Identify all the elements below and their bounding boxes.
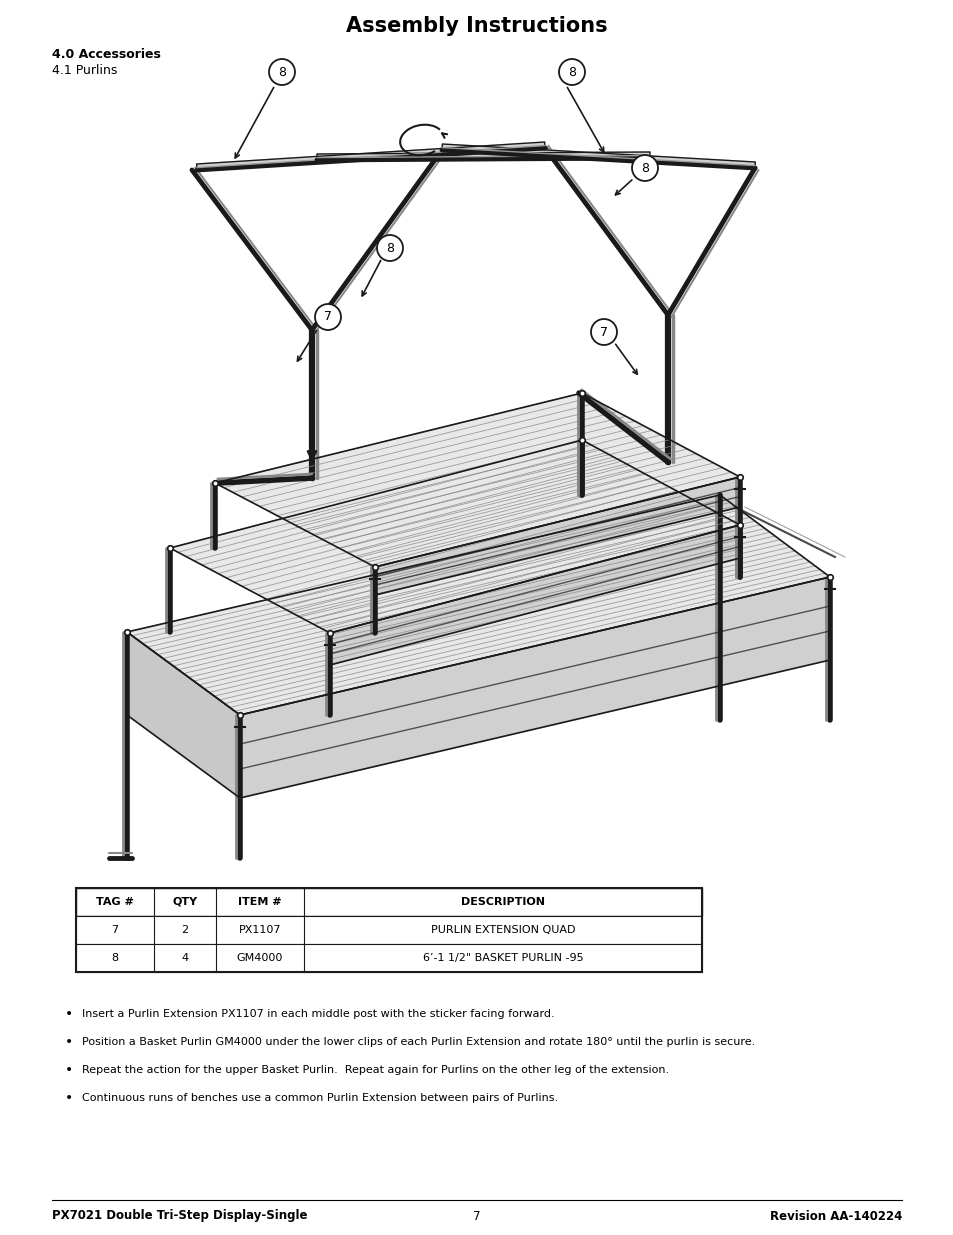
Text: GM4000: GM4000 [236,953,283,963]
Text: •: • [65,1063,73,1077]
Text: 4: 4 [181,953,189,963]
Text: Continuous runs of benches use a common Purlin Extension between pairs of Purlin: Continuous runs of benches use a common … [82,1093,558,1103]
Circle shape [314,304,340,330]
Polygon shape [240,577,829,798]
Text: PURLIN EXTENSION QUAD: PURLIN EXTENSION QUAD [431,925,575,935]
Polygon shape [316,152,649,161]
Text: 8: 8 [567,65,576,79]
Circle shape [590,319,617,345]
Text: Assembly Instructions: Assembly Instructions [346,16,607,36]
Polygon shape [330,525,740,664]
Circle shape [631,156,658,182]
Text: 8: 8 [277,65,286,79]
Text: 8: 8 [640,162,648,174]
Text: PX7021 Double Tri-Step Display-Single: PX7021 Double Tri-Step Display-Single [52,1209,307,1223]
Polygon shape [214,393,740,567]
Circle shape [558,59,584,85]
Polygon shape [196,142,544,170]
Polygon shape [441,144,755,168]
Text: Position a Basket Purlin GM4000 under the lower clips of each Purlin Extension a: Position a Basket Purlin GM4000 under th… [82,1037,755,1047]
Text: 7: 7 [112,925,118,935]
Text: PX1107: PX1107 [238,925,281,935]
Text: •: • [65,1091,73,1105]
Polygon shape [375,477,740,595]
Text: •: • [65,1035,73,1049]
Bar [76,916,701,944]
Text: 7: 7 [324,310,332,324]
Bar [76,944,701,972]
Bar [76,888,701,972]
Text: QTY: QTY [172,897,197,906]
Text: ITEM #: ITEM # [238,897,281,906]
Polygon shape [170,440,740,634]
Polygon shape [127,632,240,798]
Text: 8: 8 [386,242,394,254]
Text: 8: 8 [112,953,118,963]
Text: Repeat the action for the upper Basket Purlin.  Repeat again for Purlins on the : Repeat the action for the upper Basket P… [82,1065,668,1074]
Text: 7: 7 [473,1209,480,1223]
Circle shape [269,59,294,85]
Text: Revision AA-140224: Revision AA-140224 [769,1209,901,1223]
Bar [76,888,701,916]
Circle shape [376,235,402,261]
Text: 7: 7 [599,326,607,338]
Text: 4.0 Accessories: 4.0 Accessories [52,48,161,62]
Text: 4.1 Purlins: 4.1 Purlins [52,64,117,78]
Text: 2: 2 [181,925,189,935]
Text: 6’-1 1/2" BASKET PURLIN -95: 6’-1 1/2" BASKET PURLIN -95 [422,953,582,963]
Text: Insert a Purlin Extension PX1107 in each middle post with the sticker facing for: Insert a Purlin Extension PX1107 in each… [82,1009,554,1019]
Text: DESCRIPTION: DESCRIPTION [460,897,544,906]
Text: TAG #: TAG # [96,897,133,906]
Text: •: • [65,1007,73,1021]
Polygon shape [127,495,829,715]
